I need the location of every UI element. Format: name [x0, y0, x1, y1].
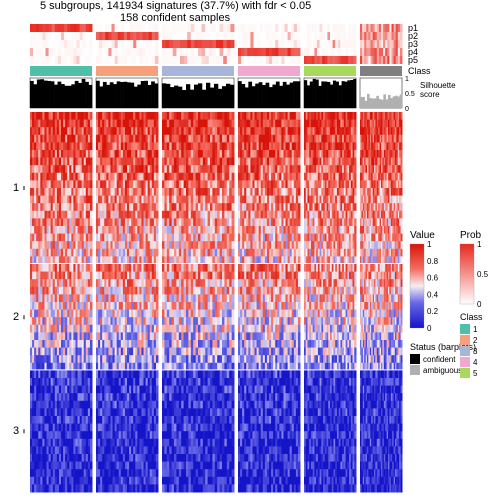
svg-text:1: 1: [405, 76, 409, 83]
heatmap-figure: p1p2p3p4p5Class10.50Silhouettescore123Va…: [0, 24, 504, 498]
svg-text:0: 0: [405, 106, 409, 113]
svg-text:1: 1: [13, 182, 19, 194]
svg-text:score: score: [420, 90, 440, 99]
svg-text:Class: Class: [408, 66, 431, 76]
svg-text:0.5: 0.5: [405, 91, 415, 98]
svg-text:2: 2: [13, 311, 19, 323]
plot-title: 5 subgroups, 141934 signatures (37.7%) w…: [0, 0, 504, 12]
svg-text:Silhouette: Silhouette: [420, 81, 456, 90]
svg-text:p5: p5: [408, 55, 418, 65]
plot-subtitle: 158 confident samples: [0, 12, 504, 24]
